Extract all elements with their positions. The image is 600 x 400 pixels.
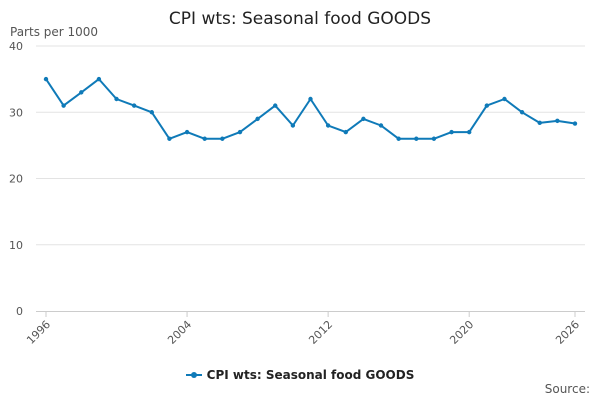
data-point [414, 136, 419, 141]
data-point [502, 96, 507, 102]
data-point [149, 110, 154, 115]
y-tick-label: 10 [9, 239, 23, 252]
y-tick-label: 20 [9, 173, 23, 186]
x-tick-label: 2004 [165, 318, 194, 347]
series-line [45, 78, 576, 140]
legend-swatch [185, 372, 202, 378]
data-point [184, 129, 190, 135]
data-point [449, 129, 454, 135]
y-axis-label: Parts per 1000 [10, 25, 99, 39]
data-point [378, 123, 384, 128]
data-point [572, 121, 578, 126]
data-point [484, 103, 490, 108]
data-point [290, 123, 296, 128]
y-tick-label: 40 [9, 40, 23, 53]
data-point [537, 120, 542, 126]
data-point [467, 129, 472, 135]
x-tick-label: 2020 [447, 318, 476, 347]
data-point [114, 96, 119, 102]
data-point [237, 129, 243, 135]
y-tick-label: 30 [9, 106, 23, 119]
data-point [396, 136, 401, 141]
data-point [555, 118, 560, 124]
data-point [167, 136, 172, 141]
legend-label: CPI wts: Seasonal food GOODS [206, 368, 415, 382]
data-point [202, 136, 207, 141]
source-label: Source: [544, 382, 590, 396]
data-point [131, 103, 137, 108]
data-point [79, 90, 84, 95]
data-point [361, 116, 366, 122]
data-point [343, 129, 348, 135]
x-tick-label: 1996 [24, 318, 53, 347]
data-point [43, 76, 49, 82]
data-point [431, 136, 437, 141]
data-point [325, 123, 331, 128]
data-point [519, 110, 525, 115]
x-tick-label: 2026 [553, 318, 582, 347]
data-point [61, 103, 66, 108]
x-tick-label: 2012 [306, 318, 335, 347]
chart-title: CPI wts: Seasonal food GOODS [168, 9, 432, 29]
data-point [220, 136, 225, 141]
legend-item: CPI wts: Seasonal food GOODS [185, 368, 415, 382]
y-tick-label: 0 [16, 305, 23, 318]
data-point [308, 96, 313, 102]
data-point [255, 116, 260, 122]
data-point [96, 76, 102, 82]
legend: CPI wts: Seasonal food GOODS [0, 365, 600, 382]
data-point [273, 103, 278, 108]
